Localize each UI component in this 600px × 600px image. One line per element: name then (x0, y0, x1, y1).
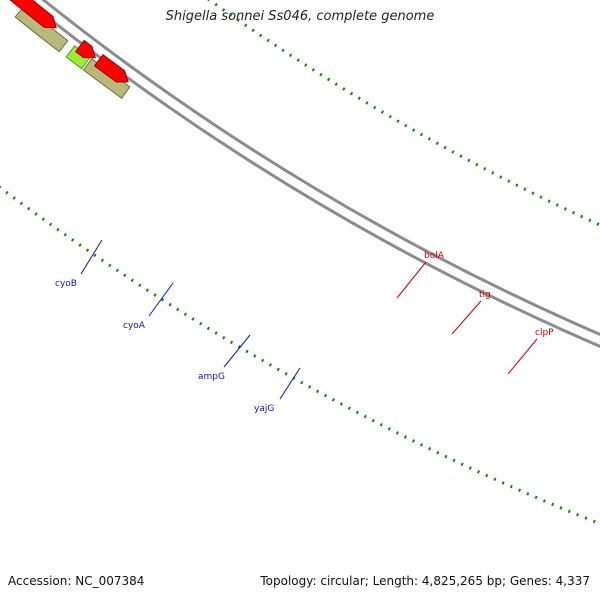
leader-line-ampG (223, 334, 251, 368)
gene-label-ampG: ampG (198, 372, 225, 382)
leader-line-bolA (396, 261, 427, 299)
features (9, 0, 131, 99)
leader-line-yajG (279, 367, 301, 400)
feature-red-2 (9, 0, 57, 29)
gene-label-clpP: clpP (535, 328, 554, 338)
genome-summary-text: Topology: circular; Length: 4,825,265 bp… (260, 574, 590, 588)
accession-text: Accession: NC_007384 (8, 574, 145, 588)
gene-label-cyoB: cyoB (55, 279, 77, 289)
map-title: Shigella sonnei Ss046, complete genome (165, 9, 435, 24)
labels: cyoB cyoA ampG yajG bolA tig clpP (55, 239, 554, 414)
leader-line-clpP (507, 338, 538, 375)
backbone-line-1 (23, 0, 600, 348)
feature-red-3 (74, 39, 96, 59)
gene-label-yajG: yajG (254, 404, 274, 414)
leader-line-tig (451, 300, 482, 335)
gene-label-tig: tig (479, 290, 491, 300)
backbone-line-0 (41, 0, 600, 336)
gene-label-cyoA: cyoA (123, 321, 146, 331)
feature-red-4 (93, 53, 129, 83)
gene-label-bolA: bolA (424, 251, 445, 261)
backbone (23, 0, 600, 348)
leader-line-cyoB (80, 239, 103, 275)
tick-dot-ring-0 (206, 0, 600, 227)
leader-line-cyoA (148, 282, 174, 317)
